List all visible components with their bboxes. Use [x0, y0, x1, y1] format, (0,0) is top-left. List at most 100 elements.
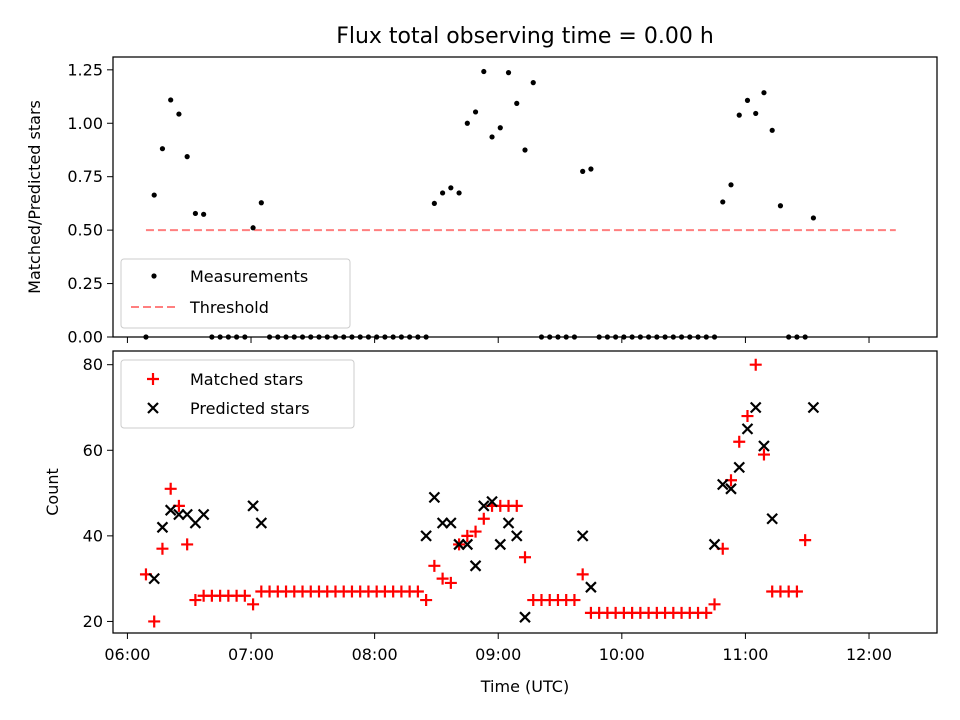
matched-star-point: [757, 448, 770, 461]
x-tick-label: 07:00: [228, 645, 274, 664]
top-y-tick-label: 0.25: [67, 274, 103, 293]
predicted-star-point: [494, 538, 507, 551]
matched-star-point: [238, 589, 251, 602]
measurement-point: [522, 147, 528, 153]
chart-title: Flux total observing time = 0.00 h: [336, 24, 714, 49]
predicted-star-point: [766, 512, 778, 525]
predicted-star-point: [156, 521, 169, 534]
measurement-point: [258, 200, 264, 206]
bottom-marks-layer: [139, 358, 820, 628]
bottom-y-tick-label: 80: [83, 355, 103, 374]
matched-star-point: [164, 482, 177, 495]
predicted-star-point: [749, 401, 762, 414]
predicted-star-point: [181, 508, 193, 521]
measurement-point: [489, 134, 495, 140]
legend-measurements-label: Measurements: [190, 267, 308, 286]
matched-star-point: [461, 529, 474, 542]
measurement-point: [431, 200, 437, 207]
matched-star-point: [790, 585, 803, 598]
x-axis-label: Time (UTC): [480, 677, 569, 696]
measurement-point: [176, 111, 182, 117]
measurement-point: [201, 211, 207, 217]
measurement-point: [472, 109, 479, 115]
bottom-y-tick-label: 60: [83, 441, 103, 460]
measurement-point: [761, 90, 767, 96]
measurement-point: [753, 110, 759, 117]
predicted-star-point: [576, 530, 589, 542]
x-tick-label: 09:00: [475, 645, 521, 664]
measurement-point: [464, 120, 470, 126]
predicted-star-point: [164, 504, 177, 516]
bottom-y-tick-label: 20: [83, 612, 103, 631]
x-tick-label: 08:00: [352, 645, 398, 664]
matched-star-point: [568, 594, 581, 607]
matched-star-point: [189, 594, 202, 607]
matched-star-point: [799, 534, 812, 547]
predicted-star-point: [428, 491, 441, 504]
matched-star-point: [148, 615, 161, 628]
matched-star-point: [519, 551, 531, 564]
predicted-star-point: [741, 423, 754, 435]
measurement-point: [497, 125, 503, 131]
x-tick-label: 06:00: [104, 645, 150, 664]
matched-star-point: [477, 512, 490, 525]
legend-predicted-marker: [147, 402, 159, 414]
matched-star-point: [181, 538, 194, 551]
matched-star-point: [420, 594, 433, 607]
top-y-tick-label: 0.50: [67, 221, 103, 240]
measurement-point: [769, 127, 775, 133]
measurement-point: [810, 215, 817, 221]
matched-star-point: [700, 606, 713, 619]
top-panel: 0.00 0.25 0.50 0.75 1.00 1.25 Matched/Predict…: [25, 56, 938, 347]
bottom-y-axis-label: Count: [43, 468, 62, 516]
bottom-legend: Matched stars Predicted stars: [120, 359, 355, 429]
measurement-point: [440, 190, 446, 196]
matched-star-point: [576, 568, 589, 581]
x-tick-label: 11:00: [722, 645, 768, 664]
legend-measurements-marker: [151, 273, 157, 279]
matched-star-point: [469, 525, 482, 538]
predicted-star-point: [733, 461, 746, 474]
top-y-tick-label: 0.75: [67, 167, 103, 186]
top-plot-frame: [112, 56, 938, 338]
top-legend-box: [120, 258, 351, 329]
predicted-star-point: [247, 500, 259, 512]
top-y-tick-label: 0.00: [67, 328, 103, 347]
predicted-star-point: [758, 440, 770, 452]
matched-star-point: [247, 598, 260, 611]
top-legend: Measurements Threshold: [120, 258, 351, 329]
measurement-point: [456, 190, 462, 196]
matched-star-point: [428, 559, 441, 572]
measurement-point: [514, 100, 520, 106]
measurement-point: [588, 166, 594, 172]
predicted-star-point: [519, 611, 531, 623]
measurement-point: [448, 185, 454, 191]
legend-matched-marker: [147, 373, 159, 385]
predicted-star-point: [708, 538, 721, 551]
measurement-point: [728, 182, 734, 188]
legend-matched-label: Matched stars: [190, 370, 303, 389]
predicted-star-point: [725, 483, 737, 495]
predicted-star-point: [461, 538, 474, 551]
matched-star-point: [444, 576, 457, 589]
predicted-star-point: [469, 560, 482, 572]
predicted-star-point: [502, 517, 515, 529]
bottom-plot-frame: [112, 350, 938, 634]
x-tick-label: 10:00: [599, 645, 645, 664]
predicted-star-point: [486, 495, 498, 508]
measurement-point: [777, 203, 784, 209]
measurement-point: [744, 97, 751, 103]
measurement-point: [250, 225, 256, 231]
measurement-point: [168, 97, 174, 103]
predicted-star-point: [148, 572, 160, 585]
top-ticks-layer: 0.00 0.25 0.50 0.75 1.00 1.25: [67, 60, 870, 347]
legend-predicted-label: Predicted stars: [190, 399, 310, 418]
matched-star-point: [749, 358, 762, 371]
predicted-star-point: [197, 508, 210, 521]
x-tick-label: 12:00: [846, 645, 892, 664]
measurement-point: [192, 210, 198, 217]
bottom-y-tick-label: 40: [83, 526, 103, 545]
predicted-star-point: [189, 517, 202, 529]
predicted-star-point: [807, 401, 820, 414]
